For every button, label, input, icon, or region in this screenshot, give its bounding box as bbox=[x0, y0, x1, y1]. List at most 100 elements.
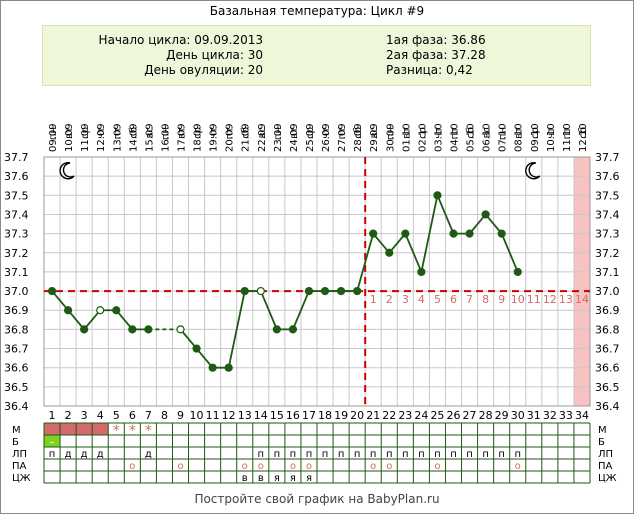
date-label: 19.09 bbox=[209, 123, 220, 152]
row-label-right: ЦЖ bbox=[598, 473, 617, 484]
date-label: 16.09 bbox=[160, 123, 171, 152]
day-number: 9 bbox=[177, 409, 184, 422]
temperature-point bbox=[240, 286, 249, 296]
row-cell-text: п bbox=[450, 449, 457, 460]
phase2-average: 2ая фаза: 37.28 bbox=[386, 48, 486, 62]
weekday-label: пт bbox=[337, 127, 348, 140]
luteal-day-label: 8 bbox=[482, 293, 489, 306]
temperature-point bbox=[385, 248, 394, 257]
date-label: 06.10 bbox=[482, 123, 493, 152]
weekday-label: вт bbox=[64, 127, 75, 139]
date-label: 12.10 bbox=[578, 123, 589, 152]
luteal-day-label: 6 bbox=[450, 293, 457, 306]
weekday-label: пн bbox=[48, 127, 59, 140]
luteal-day-label: 1 bbox=[370, 293, 377, 306]
temperature-point bbox=[80, 325, 89, 334]
temperature-point bbox=[304, 286, 314, 296]
day-number: 24 bbox=[414, 409, 428, 422]
row-cell-text: п bbox=[322, 449, 329, 460]
y-tick-label-left: 36.8 bbox=[4, 323, 29, 336]
y-tick-label-right: 37.5 bbox=[595, 189, 620, 202]
temperature-point bbox=[208, 363, 217, 372]
temperature-segment bbox=[484, 213, 503, 235]
y-tick-label-right: 36.7 bbox=[595, 343, 620, 356]
day-number: 2 bbox=[65, 409, 72, 422]
day-number: 18 bbox=[318, 409, 332, 422]
weekday-label: ср bbox=[193, 127, 204, 139]
plot-border bbox=[43, 156, 591, 407]
cycle-info-panel: Начало цикла: 09.09.2013 День цикла: 30 … bbox=[42, 25, 591, 86]
luteal-day-label: 13 bbox=[559, 293, 573, 306]
day-number: 15 bbox=[270, 409, 284, 422]
y-tick-label-left: 37.7 bbox=[4, 151, 29, 164]
y-tick-label-left: 37.6 bbox=[4, 170, 29, 183]
y-tick-label-right: 37.1 bbox=[595, 266, 620, 279]
crescent-moon-icon bbox=[59, 162, 75, 180]
row-cell-text: п bbox=[354, 449, 361, 460]
temperature-point bbox=[320, 286, 330, 296]
y-tick-label-left: 37.1 bbox=[4, 266, 29, 279]
y-tick-label-left: 37.4 bbox=[4, 208, 29, 221]
row-cell-text: п bbox=[418, 449, 425, 460]
date-label: 10.09 bbox=[64, 123, 75, 152]
day-number: 1 bbox=[49, 409, 56, 422]
temperature-segment bbox=[372, 233, 390, 254]
weekday-label: вт bbox=[177, 127, 188, 139]
day-number: 13 bbox=[238, 409, 252, 422]
weekday-label: чт bbox=[546, 127, 557, 139]
weekday-label: чт bbox=[209, 127, 220, 139]
y-tick-label-left: 37.3 bbox=[4, 228, 29, 241]
weekday-label: пт bbox=[225, 127, 236, 140]
weekday-label: вс bbox=[257, 127, 268, 138]
date-label: 23.09 bbox=[273, 123, 284, 152]
y-tick-label-right: 36.5 bbox=[595, 381, 620, 394]
row-label-left: М bbox=[12, 425, 21, 436]
weekday-label: чт bbox=[96, 127, 107, 139]
luteal-day-label: 14 bbox=[575, 293, 589, 306]
temperature-point bbox=[481, 210, 490, 219]
temperature-point bbox=[417, 267, 426, 277]
date-label: 15.09 bbox=[144, 123, 155, 152]
luteal-day-label: 2 bbox=[386, 293, 393, 306]
row-label-right: ПА bbox=[598, 461, 613, 472]
row-label-right: ЛП bbox=[598, 449, 613, 460]
circle-marker-icon: о bbox=[258, 461, 264, 472]
temperature-point bbox=[192, 344, 201, 353]
date-label: 02.10 bbox=[417, 123, 428, 152]
phase1-average: 1ая фаза: 36.86 bbox=[386, 33, 486, 47]
date-label: 14.09 bbox=[128, 123, 139, 152]
row-cell-text: п bbox=[290, 449, 297, 460]
footer-link[interactable]: Постройте свой график на BabyPlan.ru bbox=[194, 492, 440, 506]
temperature-segment bbox=[292, 290, 310, 330]
circle-marker-icon: о bbox=[434, 461, 440, 472]
weekday-label: вт bbox=[514, 127, 525, 139]
weekday-label: сб bbox=[578, 127, 589, 139]
temperature-segment bbox=[67, 309, 85, 330]
weekday-label: пт bbox=[562, 127, 573, 140]
y-tick-label-right: 37.6 bbox=[595, 170, 620, 183]
row-cell-text: в bbox=[242, 473, 248, 484]
temperature-segment bbox=[83, 309, 101, 330]
temperature-point bbox=[224, 363, 233, 372]
day-number: 30 bbox=[511, 409, 525, 422]
row-label-left: ЦЖ bbox=[12, 473, 31, 484]
weekday-label: сб bbox=[128, 127, 139, 139]
circle-marker-icon: о bbox=[242, 461, 248, 472]
luteal-day-label: 10 bbox=[511, 293, 525, 306]
row-cell-text: п bbox=[498, 449, 505, 460]
circle-marker-icon: о bbox=[129, 461, 135, 472]
day-number: 29 bbox=[495, 409, 509, 422]
weekday-label: чт bbox=[321, 127, 332, 139]
day-number: 20 bbox=[350, 409, 364, 422]
date-label: 13.09 bbox=[112, 123, 123, 152]
y-tick-label-right: 36.8 bbox=[595, 323, 620, 336]
temperature-segment bbox=[388, 233, 407, 254]
star-icon: * bbox=[145, 423, 152, 439]
row-cell-text: п bbox=[466, 449, 473, 460]
circle-marker-icon: о bbox=[515, 461, 521, 472]
date-label: 17.09 bbox=[177, 123, 188, 152]
weekday-label: чт bbox=[433, 127, 444, 139]
temperature-segment bbox=[115, 309, 134, 330]
date-label: 07.10 bbox=[498, 123, 509, 152]
